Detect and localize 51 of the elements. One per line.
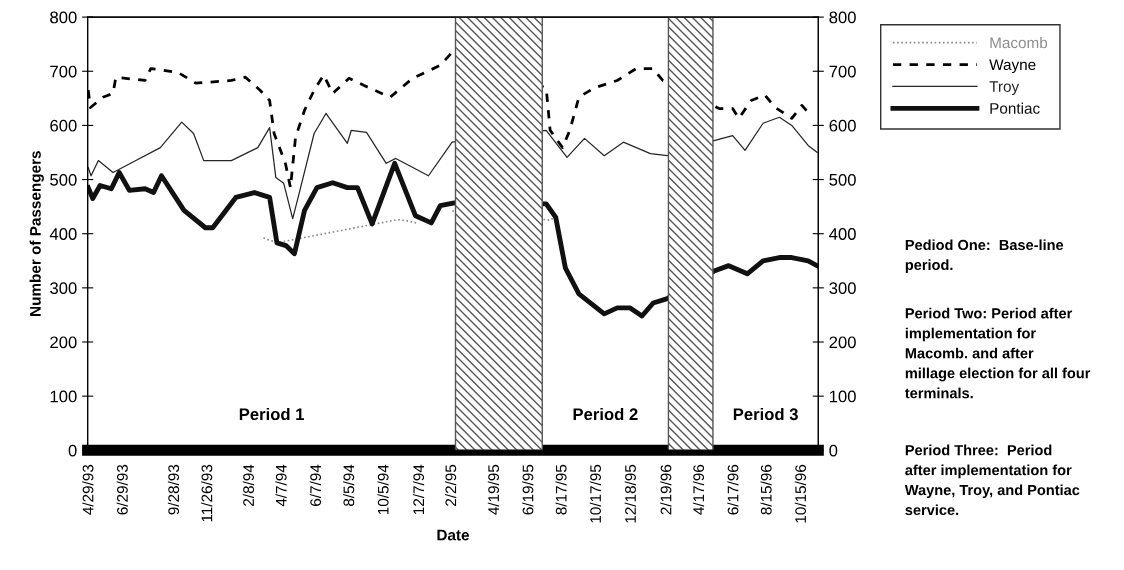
text: Macomb xyxy=(990,36,1048,49)
x-tick-label: 6/17/96 xyxy=(727,464,739,515)
y2-tick-label: 600 xyxy=(829,119,856,132)
y-tick-label: 800 xyxy=(50,11,77,24)
x-tick-label: 12/18/95 xyxy=(624,464,636,523)
x-tick-label: 4/19/95 xyxy=(487,464,500,515)
annotation: Period 1 xyxy=(239,407,305,421)
y2-tick-label: 100 xyxy=(829,390,856,403)
x-tick-label: 2/2/95 xyxy=(445,464,457,506)
y2-tick-label: 700 xyxy=(829,65,856,78)
y2-tick-label: 500 xyxy=(829,173,856,186)
x-axis-title: Date xyxy=(437,529,470,541)
x-tick-label: 10/15/96 xyxy=(794,464,807,523)
text: Pediod One: Base-line period. xyxy=(905,239,1064,273)
x-tick-label: 9/28/93 xyxy=(167,464,180,515)
y-axis-title: Number of Passengers xyxy=(29,151,44,316)
text: Wayne xyxy=(989,59,1036,74)
x-tick-label: 2/8/94 xyxy=(242,464,254,506)
x-tick-label: 8/15/96 xyxy=(760,464,772,515)
text: Pontiac xyxy=(990,102,1040,114)
y-tick-label: 600 xyxy=(50,119,77,132)
x-tick-label: 6/29/93 xyxy=(116,464,128,515)
x-tick-label: 11/26/93 xyxy=(201,464,213,522)
y2-tick-label: 800 xyxy=(829,11,856,24)
text: Period Three: Period after implementation for Wayne, Troy, and Pontiac service. xyxy=(904,444,1080,516)
y-tick-label: 0 xyxy=(68,444,77,457)
annotation: Period 2 xyxy=(573,407,638,421)
x-tick-label: 4/17/96 xyxy=(692,464,705,515)
text: Period Two: Period after implementation for Macomb. and after millage election for all four terminals. xyxy=(905,307,1091,399)
y2-tick-label: 300 xyxy=(829,282,856,295)
x-tick-label: 10/5/94 xyxy=(377,464,389,514)
y2-tick-label: 0 xyxy=(829,444,838,457)
y2-tick-label: 200 xyxy=(829,336,856,349)
x-tick-label: 10/17/95 xyxy=(589,464,601,523)
y-tick-label: 300 xyxy=(50,282,77,295)
x-tick-label: 8/5/94 xyxy=(343,464,355,506)
y-tick-label: 500 xyxy=(50,173,77,186)
x-tick-label: 8/17/95 xyxy=(555,464,567,515)
x-tick-label: 4/29/93 xyxy=(82,464,94,515)
x-tick-label: 2/19/96 xyxy=(660,464,672,515)
y-tick-label: 200 xyxy=(50,336,77,349)
x-tick-label: 6/7/94 xyxy=(309,464,322,506)
y2-tick-label: 400 xyxy=(829,228,856,240)
x-tick-label: 12/7/94 xyxy=(412,464,425,514)
y-tick-label: 400 xyxy=(49,228,77,240)
y-tick-label: 700 xyxy=(50,65,77,78)
x-tick-label: 6/19/95 xyxy=(522,464,534,515)
y-tick-label: 100 xyxy=(50,390,77,403)
text: Troy xyxy=(989,81,1020,95)
annotation: Period 3 xyxy=(733,407,798,421)
x-tick-label: 4/7/94 xyxy=(275,464,287,507)
